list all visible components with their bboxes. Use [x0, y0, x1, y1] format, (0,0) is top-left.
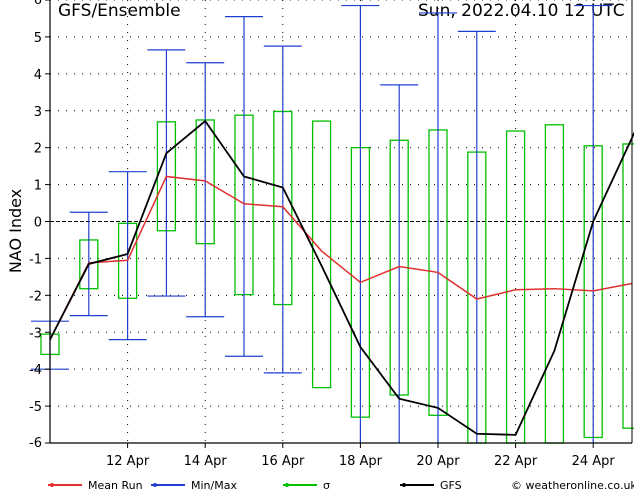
x-tick-label: 22 Apr [494, 454, 538, 469]
x-tick-label: 14 Apr [184, 454, 228, 469]
legend-marker [402, 483, 406, 487]
y-axis-ticks: -6 -5 -4 -3 -2 -1 0 1 2 3 4 5 6 [29, 0, 50, 451]
gfs-line [49, 119, 634, 436]
sigma-box [544, 124, 565, 444]
grid [50, 0, 632, 444]
y-tick-label: -5 [29, 400, 42, 415]
x-tick-label: 12 Apr [106, 454, 150, 469]
y-tick-label: 0 [34, 216, 42, 231]
chart-title: GFS/Ensemble [58, 1, 181, 21]
gfs-series [49, 119, 634, 436]
y-tick-label: 4 [34, 68, 42, 83]
y-tick-label: 2 [34, 142, 42, 157]
y-tick-label: 3 [34, 105, 42, 120]
y-tick-label: 5 [34, 31, 42, 46]
sigma-box [311, 120, 332, 389]
credit-text: © weatheronline.co.uk [511, 479, 634, 490]
legend-marker [285, 483, 289, 487]
y-axis-title: NAO Index [6, 189, 25, 273]
legend-marker [153, 483, 157, 487]
y-tick-label: 6 [34, 0, 42, 8]
x-tick-label: 16 Apr [261, 454, 305, 469]
sigma-box [505, 130, 526, 444]
y-tick-label: -1 [29, 252, 42, 267]
legend-label: Min/Max [191, 479, 237, 490]
run-label: Sun, 2022.04.10 12 UTC [418, 1, 625, 21]
x-tick-label: 24 Apr [572, 454, 616, 469]
y-tick-label: -4 [29, 363, 42, 378]
legend-label: σ [323, 479, 330, 490]
sigma-boxes [40, 110, 634, 444]
y-tick-label: -3 [29, 326, 42, 341]
mean-run-series [49, 175, 633, 340]
legend-marker [50, 483, 54, 487]
mean-run-line [49, 175, 633, 340]
y-tick-label: -2 [29, 289, 42, 304]
legend-label: GFS [440, 479, 462, 490]
legend-label: Mean Run [88, 479, 143, 490]
y-tick-label: 1 [34, 179, 42, 194]
x-axis-ticks: 12 Apr 14 Apr 16 Apr 18 Apr 20 Apr 22 Apr 24 A… [106, 443, 616, 469]
legend: Mean Run Min/Max σ GFS [48, 479, 462, 490]
x-tick-label: 18 Apr [339, 454, 383, 469]
y-tick-label: -6 [29, 436, 42, 451]
x-tick-label: 20 Apr [416, 454, 460, 469]
